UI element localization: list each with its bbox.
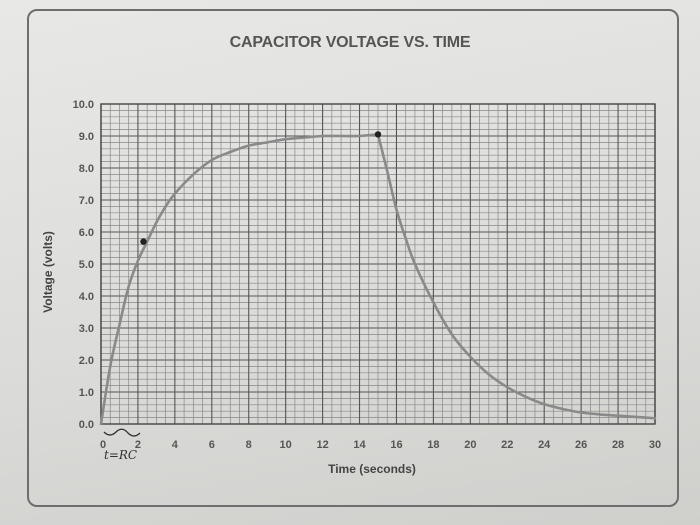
- y-tick-label: 4.0: [79, 291, 94, 303]
- x-tick-label: 16: [390, 439, 402, 451]
- x-tick-label: 28: [612, 439, 624, 451]
- plot-border: [100, 103, 656, 425]
- rc-annotation: t=RC: [104, 448, 138, 462]
- x-tick-label: 26: [575, 439, 587, 451]
- y-tick-label: 7.0: [79, 195, 94, 207]
- y-tick-label: 2.0: [79, 355, 94, 367]
- x-tick-label: 12: [316, 439, 328, 451]
- marked-points: [140, 131, 382, 245]
- chart-title: CAPACITOR VOLTAGE VS. TIME: [229, 34, 471, 51]
- y-tick-label: 1.0: [79, 387, 94, 399]
- handwritten-bracket: [103, 428, 141, 437]
- marked-point: [140, 238, 147, 245]
- x-tick-label: 8: [246, 439, 252, 451]
- x-tick-label: 30: [649, 439, 661, 451]
- x-tick-label: 4: [172, 439, 179, 451]
- y-tick-label: 6.0: [79, 227, 94, 239]
- y-tick-label: 3.0: [79, 323, 94, 335]
- y-tick-label: 10.0: [73, 99, 94, 111]
- y-tick-label: 5.0: [79, 259, 94, 271]
- y-axis-tick-labels: 0.0 1.0 2.0 3.0 4.0 5.0 6.0 7.0 8.0 9.0 10.0: [73, 99, 94, 431]
- voltage-curve: [99, 133, 657, 426]
- x-tick-label: 10: [280, 439, 292, 451]
- x-axis-tick-labels: 0 2 4 6 8 10 12 14 16 18 20 22 24 26 28 30: [100, 439, 661, 451]
- y-tick-label: 9.0: [79, 131, 94, 143]
- chart-frame: [27, 9, 679, 507]
- x-tick-label: 24: [538, 439, 551, 451]
- x-tick-label: 0: [100, 439, 106, 451]
- y-tick-label: 8.0: [79, 163, 94, 175]
- x-tick-label: 6: [209, 439, 215, 451]
- x-axis-label: Time (seconds): [328, 462, 416, 476]
- x-tick-label: 14: [353, 439, 366, 451]
- y-tick-label: 0.0: [79, 419, 94, 431]
- x-tick-label: 20: [464, 439, 476, 451]
- marked-point: [374, 131, 382, 138]
- x-tick-label: 18: [427, 439, 439, 451]
- y-axis-label: Voltage (volts): [41, 231, 55, 313]
- x-tick-label: 2: [135, 439, 141, 451]
- x-tick-label: 22: [501, 439, 513, 451]
